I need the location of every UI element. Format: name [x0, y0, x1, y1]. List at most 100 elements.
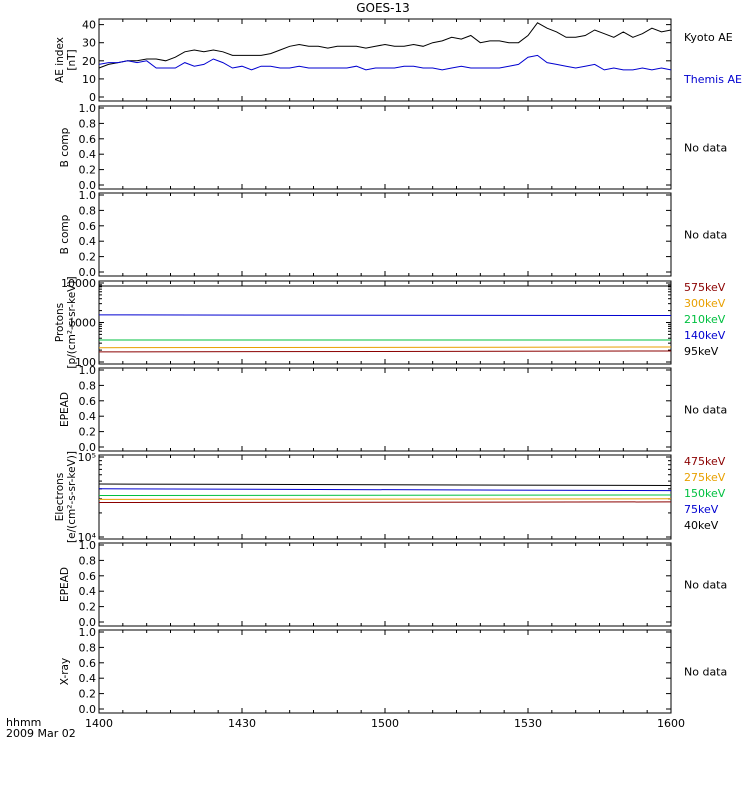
y-tick-label: 20	[82, 55, 96, 68]
series-line-575kev	[98, 350, 672, 353]
y-tick-label: 10	[82, 73, 96, 86]
chart-title: GOES-13	[356, 1, 410, 15]
y-tick-label: 1.0	[79, 364, 97, 377]
y-tick-label: 40	[82, 19, 96, 32]
legend-entry: 475keV	[684, 455, 726, 468]
y-tick-label: 0.2	[79, 601, 97, 614]
y-axis-label: [nT]	[66, 49, 78, 70]
x-axis-label-time: hhmm	[6, 716, 41, 729]
legend-entry: 210keV	[684, 313, 726, 326]
y-tick-label: 0.8	[79, 117, 97, 130]
legend-entry: Kyoto AE	[684, 31, 733, 44]
panel-2: 0.0 0.2 0.4 0.6 0.8 1.0 B comp No data	[59, 102, 727, 192]
y-tick-label: 0.6	[79, 570, 97, 583]
series-line-275kev	[98, 498, 672, 500]
y-tick-label: 0.8	[79, 204, 97, 217]
panel-frame	[98, 105, 672, 190]
y-tick-label: 0.8	[79, 379, 97, 392]
y-axis-label: B comp	[59, 214, 71, 254]
y-tick-label: 0.8	[79, 641, 97, 654]
series-line-40kev	[98, 483, 672, 486]
y-tick-label: 0.8	[79, 554, 97, 567]
y-tick-label: 0.2	[79, 688, 97, 701]
y-tick-label: 10⁴	[78, 531, 97, 544]
panel-frame	[98, 18, 672, 102]
y-tick-label: 0.0	[79, 703, 97, 716]
panel-frame	[98, 454, 672, 540]
x-tick-label: 1600	[657, 717, 685, 730]
y-axis-label: EPEAD	[59, 392, 71, 427]
y-tick-label: 1000	[68, 317, 96, 330]
series-line-300kev	[98, 346, 672, 349]
y-tick-label: 1.0	[79, 539, 97, 552]
panel-frame	[98, 367, 672, 452]
y-tick-label: 0.2	[79, 426, 97, 439]
y-axis-label: X-ray	[59, 658, 71, 685]
y-tick-label: 0.4	[79, 235, 97, 248]
x-tick-label: 1500	[371, 717, 399, 730]
y-tick-label: 0.6	[79, 395, 97, 408]
legend-entry: 40keV	[684, 519, 719, 532]
series-line-themis-ae	[98, 54, 672, 71]
x-axis-label-date: 2009 Mar 02	[6, 727, 76, 740]
legend-entry: 275keV	[684, 471, 726, 484]
legend-entry: 150keV	[684, 487, 726, 500]
y-axis-label: AE index	[54, 37, 66, 83]
y-tick-label: 100	[75, 356, 96, 369]
y-tick-label: 0.4	[79, 410, 97, 423]
legend-entry: 75keV	[684, 503, 719, 516]
y-tick-label: 0.6	[79, 133, 97, 146]
panel-7: 0.0 0.2 0.4 0.6 0.8 1.0 EPEAD No data	[59, 539, 727, 629]
y-tick-label: 30	[82, 37, 96, 50]
panel-4: 100 1000 10000 Protons [p/(cm²-s-sr-keV)] 575…	[54, 276, 726, 369]
y-tick-label: 1.0	[79, 102, 97, 115]
legend-entry: 95keV	[684, 345, 719, 358]
legend-entry: 575keV	[684, 281, 726, 294]
no-data-label: No data	[684, 666, 727, 679]
series-line-kyoto-ae	[98, 22, 672, 69]
y-tick-label: 0.2	[79, 164, 97, 177]
x-tick-label: 1430	[228, 717, 256, 730]
legend-entry: 300keV	[684, 297, 726, 310]
y-tick-label: 0.4	[79, 672, 97, 685]
no-data-label: No data	[684, 404, 727, 417]
y-axis-label: EPEAD	[59, 567, 71, 602]
y-axis-label: Protons	[54, 303, 66, 342]
no-data-label: No data	[684, 229, 727, 242]
y-tick-label: 0.0	[79, 616, 97, 629]
y-tick-label: 0	[89, 91, 96, 104]
panel-6: 10⁴ 10⁵ Electrons [e/(cm²-s-sr-keV)] 475keV 2…	[54, 451, 726, 544]
legend-entry: 140keV	[684, 329, 726, 342]
y-axis-label: Electrons	[54, 473, 66, 522]
y-tick-label: 0.4	[79, 585, 97, 598]
y-tick-label: 0.6	[79, 220, 97, 233]
panel-5: 0.0 0.2 0.4 0.6 0.8 1.0 EPEAD No data	[59, 364, 727, 454]
panels: 0 10 20 30 40 AE index [nT] Kyoto AE Themis AE 0.…	[54, 18, 742, 730]
series-line-140kev	[98, 314, 672, 316]
panel-frame	[98, 542, 672, 627]
y-tick-label: 0.2	[79, 251, 97, 264]
y-tick-label: 10⁵	[78, 451, 96, 464]
y-tick-label: 0.6	[79, 657, 97, 670]
series-line-475kev	[98, 501, 672, 503]
no-data-label: No data	[684, 579, 727, 592]
panel-3: 0.0 0.2 0.4 0.6 0.8 1.0 B comp No data	[59, 189, 727, 279]
legend-entry: Themis AE	[683, 73, 742, 86]
y-tick-label: 0.4	[79, 148, 97, 161]
y-tick-label: 0.0	[79, 179, 97, 192]
panel-frame	[98, 629, 672, 714]
y-tick-label: 1.0	[79, 626, 97, 639]
y-axis-label: [p/(cm²-s-sr-keV)]	[66, 276, 78, 368]
y-axis-label: [e/(cm²-s-sr-keV)]	[66, 451, 78, 543]
panel-frame	[98, 192, 672, 277]
panel-8: 0.0 0.2 0.4 0.6 0.8 1.0 X-ray No data	[59, 626, 727, 716]
y-tick-label: 0.0	[79, 441, 97, 454]
series-line-75kev	[98, 488, 672, 492]
x-tick-label: 1400	[85, 717, 113, 730]
y-tick-label: 1.0	[79, 189, 97, 202]
no-data-label: No data	[684, 142, 727, 155]
panel-1: 0 10 20 30 40 AE index [nT] Kyoto AE Themis AE	[54, 18, 742, 104]
x-tick-label: 1530	[514, 717, 542, 730]
y-tick-label: 0.0	[79, 266, 97, 279]
